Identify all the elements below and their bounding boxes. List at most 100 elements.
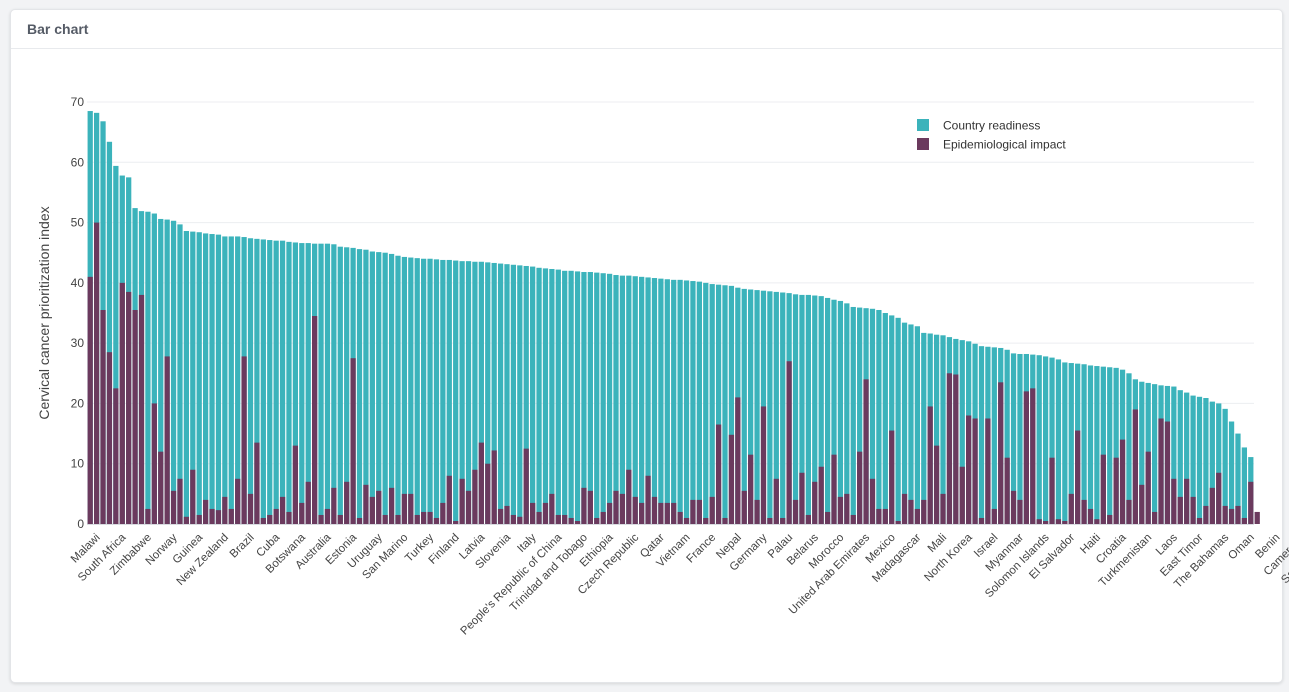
bar-country-readiness[interactable]	[844, 303, 850, 524]
bar-country-readiness[interactable]	[1171, 386, 1177, 524]
bar-epidemiological-impact[interactable]	[119, 282, 125, 524]
bar-country-readiness[interactable]	[568, 270, 574, 524]
bar-epidemiological-impact[interactable]	[536, 511, 542, 524]
bar-country-readiness[interactable]	[183, 231, 190, 524]
bar-epidemiological-impact[interactable]	[1190, 496, 1196, 524]
bar-epidemiological-impact[interactable]	[337, 514, 343, 524]
bar-country-readiness[interactable]	[305, 243, 311, 524]
bar-country-readiness[interactable]	[754, 290, 760, 524]
bar-country-readiness[interactable]	[882, 313, 888, 524]
bar-country-readiness[interactable]	[254, 238, 260, 524]
bar-epidemiological-impact[interactable]	[690, 499, 696, 524]
bar-country-readiness[interactable]	[799, 294, 805, 524]
bar-epidemiological-impact[interactable]	[324, 508, 331, 524]
bar-epidemiological-impact[interactable]	[241, 356, 247, 524]
bar-epidemiological-impact[interactable]	[273, 508, 279, 524]
bar-country-readiness[interactable]	[408, 257, 414, 524]
bar-epidemiological-impact[interactable]	[1228, 508, 1235, 524]
bar-country-readiness[interactable]	[626, 275, 632, 524]
bar-country-readiness[interactable]	[709, 284, 715, 524]
bar-epidemiological-impact[interactable]	[542, 502, 549, 524]
bar-epidemiological-impact[interactable]	[857, 451, 863, 524]
bar-epidemiological-impact[interactable]	[600, 511, 606, 524]
bar-epidemiological-impact[interactable]	[299, 502, 305, 524]
bar-epidemiological-impact[interactable]	[1203, 505, 1209, 524]
bar-country-readiness[interactable]	[299, 243, 305, 524]
bar-epidemiological-impact[interactable]	[183, 516, 190, 524]
bar-epidemiological-impact[interactable]	[619, 493, 626, 524]
bar-country-readiness[interactable]	[324, 243, 331, 525]
bar-epidemiological-impact[interactable]	[190, 469, 196, 524]
bar-country-readiness[interactable]	[427, 258, 433, 524]
bar-epidemiological-impact[interactable]	[998, 382, 1004, 524]
bar-epidemiological-impact[interactable]	[1177, 496, 1183, 524]
bar-country-readiness[interactable]	[664, 279, 670, 524]
bar-epidemiological-impact[interactable]	[1004, 457, 1010, 524]
bar-country-readiness[interactable]	[145, 211, 151, 524]
bar-epidemiological-impact[interactable]	[1171, 478, 1177, 524]
bar-country-readiness[interactable]	[1094, 366, 1100, 524]
bar-epidemiological-impact[interactable]	[594, 517, 600, 524]
bar-epidemiological-impact[interactable]	[151, 403, 157, 524]
bar-country-readiness[interactable]	[459, 261, 465, 524]
bar-country-readiness[interactable]	[356, 249, 363, 524]
bar-epidemiological-impact[interactable]	[863, 379, 869, 524]
bar-epidemiological-impact[interactable]	[703, 517, 709, 524]
bar-country-readiness[interactable]	[202, 233, 209, 525]
bar-country-readiness[interactable]	[895, 317, 901, 524]
bar-epidemiological-impact[interactable]	[632, 496, 638, 524]
bar-country-readiness[interactable]	[1203, 398, 1209, 524]
bar-country-readiness[interactable]	[940, 335, 946, 524]
bar-epidemiological-impact[interactable]	[100, 309, 106, 524]
bar-epidemiological-impact[interactable]	[837, 496, 844, 524]
bar-epidemiological-impact[interactable]	[722, 517, 728, 524]
bar-country-readiness[interactable]	[1017, 353, 1023, 524]
bar-country-readiness[interactable]	[1062, 362, 1068, 524]
bar-epidemiological-impact[interactable]	[549, 493, 555, 524]
bar-country-readiness[interactable]	[639, 276, 645, 524]
bar-epidemiological-impact[interactable]	[581, 487, 587, 524]
bar-epidemiological-impact[interactable]	[267, 514, 273, 524]
bar-country-readiness[interactable]	[421, 258, 427, 524]
bar-epidemiological-impact[interactable]	[1042, 520, 1049, 524]
bar-epidemiological-impact[interactable]	[613, 490, 619, 524]
bar-country-readiness[interactable]	[921, 332, 927, 524]
bar-epidemiological-impact[interactable]	[555, 514, 561, 524]
bar-epidemiological-impact[interactable]	[1254, 511, 1260, 524]
bar-country-readiness[interactable]	[414, 258, 420, 524]
bar-country-readiness[interactable]	[478, 261, 484, 524]
bar-epidemiological-impact[interactable]	[395, 514, 401, 524]
bar-epidemiological-impact[interactable]	[683, 517, 690, 524]
bar-country-readiness[interactable]	[908, 324, 914, 524]
bar-country-readiness[interactable]	[235, 236, 241, 524]
bar-epidemiological-impact[interactable]	[1145, 451, 1151, 524]
bar-country-readiness[interactable]	[1139, 381, 1145, 524]
bar-epidemiological-impact[interactable]	[876, 508, 882, 524]
bar-country-readiness[interactable]	[1049, 357, 1055, 524]
bar-country-readiness[interactable]	[369, 251, 375, 524]
bar-epidemiological-impact[interactable]	[215, 510, 222, 524]
bar-epidemiological-impact[interactable]	[1010, 490, 1017, 524]
bar-country-readiness[interactable]	[337, 246, 343, 524]
bar-epidemiological-impact[interactable]	[748, 454, 754, 524]
bar-country-readiness[interactable]	[594, 272, 600, 524]
bar-country-readiness[interactable]	[748, 289, 754, 524]
bar-country-readiness[interactable]	[1010, 353, 1017, 524]
bar-epidemiological-impact[interactable]	[639, 502, 645, 524]
bar-epidemiological-impact[interactable]	[824, 511, 831, 524]
bar-epidemiological-impact[interactable]	[459, 478, 465, 524]
bar-epidemiological-impact[interactable]	[735, 397, 741, 524]
bar-country-readiness[interactable]	[824, 297, 831, 524]
bar-country-readiness[interactable]	[215, 234, 222, 524]
legend-label[interactable]: Epidemiological impact	[943, 138, 1066, 152]
bar-epidemiological-impact[interactable]	[818, 466, 824, 524]
legend-swatch[interactable]	[917, 119, 929, 131]
bar-country-readiness[interactable]	[395, 255, 401, 525]
bar-country-readiness[interactable]	[388, 253, 395, 525]
bar-country-readiness[interactable]	[645, 277, 651, 524]
bar-country-readiness[interactable]	[1100, 366, 1106, 524]
bar-epidemiological-impact[interactable]	[889, 430, 895, 524]
bar-epidemiological-impact[interactable]	[414, 514, 420, 524]
bar-epidemiological-impact[interactable]	[728, 434, 735, 524]
bar-country-readiness[interactable]	[658, 278, 664, 524]
